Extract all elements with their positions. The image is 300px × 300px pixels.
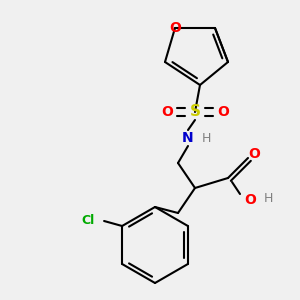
Text: O: O <box>161 105 173 119</box>
Text: H: H <box>263 191 273 205</box>
Text: O: O <box>244 193 256 207</box>
Text: H: H <box>201 131 211 145</box>
Text: S: S <box>190 104 200 119</box>
Text: Cl: Cl <box>82 214 95 227</box>
Text: O: O <box>169 21 181 35</box>
Text: O: O <box>248 147 260 161</box>
Text: O: O <box>217 105 229 119</box>
Text: N: N <box>182 131 194 145</box>
